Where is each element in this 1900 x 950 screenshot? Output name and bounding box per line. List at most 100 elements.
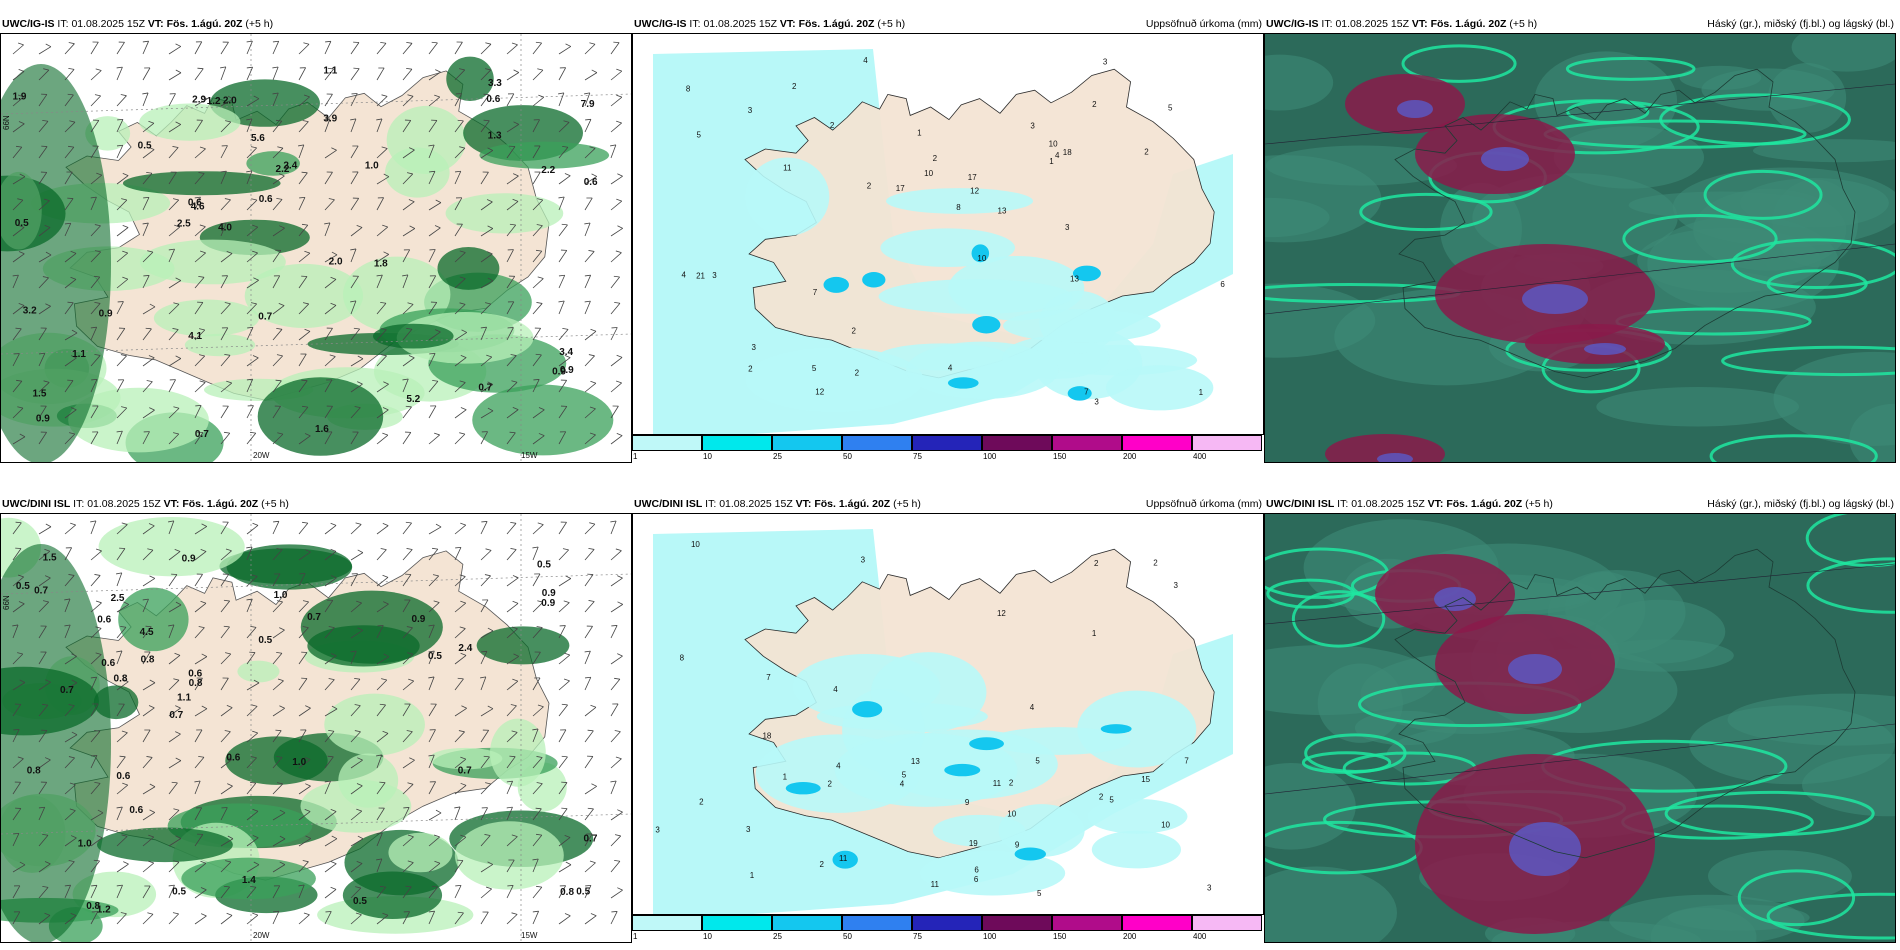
wind-barb xyxy=(194,653,208,665)
wind-barb xyxy=(220,431,231,445)
wind-barb xyxy=(246,781,257,795)
panel-header: UWC/IG-IS IT: 01.08.2025 15Z VT: Fös. 1.… xyxy=(1264,15,1896,33)
wind-barb xyxy=(454,677,464,691)
wind-barb xyxy=(246,625,257,639)
wind-barb xyxy=(584,250,595,263)
wind-barb xyxy=(142,171,153,185)
wind-barb xyxy=(272,405,281,419)
wind-barb xyxy=(506,600,519,613)
wind-barb xyxy=(558,355,571,367)
mid-cloud-contour xyxy=(1664,790,1875,837)
wind-barb xyxy=(38,600,50,613)
legend-tick-label: 75 xyxy=(913,452,922,461)
wind-barb xyxy=(558,431,567,445)
wind-barb xyxy=(64,329,78,341)
wind-barb xyxy=(298,549,311,561)
wind-barb xyxy=(324,354,336,367)
wind-barb xyxy=(454,355,467,367)
wind-barb xyxy=(38,224,51,237)
wind-barb xyxy=(194,523,208,535)
wind-barb xyxy=(64,222,72,237)
precip-blob xyxy=(118,587,189,652)
wind-barb xyxy=(610,520,617,535)
precip-value-label: 1.2 xyxy=(97,904,111,915)
wind-barb xyxy=(584,755,594,769)
precip-value-label: 0.5 xyxy=(428,651,442,662)
wind-barb xyxy=(168,912,179,925)
wind-barb xyxy=(376,912,389,925)
wind-barb xyxy=(272,756,283,769)
wind-barb xyxy=(428,432,440,445)
wind-barb xyxy=(168,198,180,211)
wind-barb xyxy=(376,781,386,795)
precip-area xyxy=(1087,798,1188,834)
wind-barb xyxy=(298,405,309,419)
wind-barb xyxy=(12,521,22,535)
wind-barb xyxy=(350,355,364,367)
precip-value-label: 0.5 xyxy=(576,886,590,897)
precip-blob xyxy=(96,827,233,863)
wind-barb xyxy=(558,405,568,419)
wind-barb xyxy=(116,430,123,445)
panel-title-right: Uppsöfnuð úrkoma (mm) xyxy=(1145,498,1262,510)
precip-max xyxy=(832,850,858,869)
wind-barb xyxy=(324,405,333,419)
wind-barb xyxy=(428,275,437,289)
wind-barb xyxy=(116,276,129,289)
wind-barb xyxy=(298,353,307,367)
wind-barb xyxy=(610,653,623,665)
precip-blob xyxy=(472,384,614,456)
wind-barb xyxy=(246,146,257,159)
grid-line xyxy=(1265,83,1895,145)
wind-barb xyxy=(402,431,412,445)
precip-value-label: 3 xyxy=(1065,223,1070,232)
wind-barb xyxy=(142,275,150,289)
precip-value-label: 0.8 xyxy=(189,678,203,689)
panel-title-right: Uppsöfnuð úrkoma (mm) xyxy=(1145,18,1262,30)
wind-barb xyxy=(115,572,123,587)
precip-value-label: 10 xyxy=(1161,821,1170,830)
wind-barb xyxy=(402,147,415,159)
wind-barb xyxy=(350,145,359,159)
precip-value-label: 4 xyxy=(948,363,953,372)
wind-barb xyxy=(506,198,519,211)
wind-barb xyxy=(506,678,519,691)
wind-barb xyxy=(376,653,390,665)
wind-barb xyxy=(402,378,409,393)
wind-barb xyxy=(168,432,180,445)
wind-barb xyxy=(610,173,623,185)
wind-barb xyxy=(454,756,467,769)
precip-value-label: 12 xyxy=(997,609,1006,618)
wind-barb xyxy=(12,861,26,873)
wind-barb xyxy=(220,652,232,665)
precip-value-label: 0.6 xyxy=(486,94,500,105)
wind-barb xyxy=(402,678,414,691)
wind-barb xyxy=(610,275,620,289)
precip-value-label: 10 xyxy=(977,254,986,263)
wind-barb xyxy=(376,407,389,419)
wind-barb xyxy=(350,248,357,263)
wind-barb xyxy=(12,224,25,237)
precip-area xyxy=(1105,365,1214,411)
precip-value-label: 0.9 xyxy=(552,366,566,377)
precip-value-label: 2 xyxy=(855,369,860,378)
wind-barb xyxy=(168,302,180,315)
precip-value-label: 11 xyxy=(993,779,1002,788)
wind-barb xyxy=(584,197,593,211)
wind-barb xyxy=(272,275,281,289)
precip-value-label: 21 xyxy=(696,272,705,281)
wind-barb xyxy=(324,222,331,237)
wind-barb xyxy=(454,730,465,743)
wind-barb xyxy=(246,574,258,587)
precip-value-label: 3 xyxy=(748,106,753,115)
wind-barb xyxy=(324,548,337,561)
wind-barb xyxy=(402,94,414,107)
wind-barb xyxy=(298,433,311,445)
wind-barb xyxy=(116,354,127,367)
wind-barb xyxy=(558,379,568,393)
wind-barb xyxy=(454,407,467,419)
precip-value-label: 0.5 xyxy=(15,218,29,229)
precip-blob xyxy=(300,779,412,833)
precip-blob xyxy=(98,516,245,577)
precip-value-label: 3 xyxy=(752,343,757,352)
